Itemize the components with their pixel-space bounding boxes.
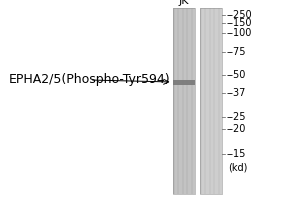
Text: JK: JK bbox=[178, 0, 189, 6]
Text: --50: --50 bbox=[226, 70, 246, 80]
Bar bbox=[177, 8, 179, 194]
Text: --150: --150 bbox=[226, 18, 252, 28]
Bar bbox=[184, 8, 186, 194]
Bar bbox=[190, 8, 193, 194]
Bar bbox=[182, 8, 184, 194]
Bar bbox=[213, 8, 215, 194]
Bar bbox=[206, 8, 208, 194]
Bar bbox=[220, 8, 222, 194]
Bar bbox=[172, 8, 195, 194]
Bar bbox=[200, 8, 202, 194]
Bar bbox=[204, 8, 206, 194]
Bar bbox=[172, 8, 195, 194]
Bar bbox=[215, 8, 217, 194]
Bar bbox=[211, 8, 213, 194]
Text: --250: --250 bbox=[226, 10, 252, 20]
Bar bbox=[186, 8, 188, 194]
Text: --25: --25 bbox=[226, 112, 246, 122]
Text: EPHA2/5(Phospho-Tyr594): EPHA2/5(Phospho-Tyr594) bbox=[9, 73, 171, 86]
Bar bbox=[188, 8, 190, 194]
Bar bbox=[175, 8, 177, 194]
Text: --37: --37 bbox=[226, 88, 246, 98]
Text: --20: --20 bbox=[226, 124, 246, 134]
Text: --15: --15 bbox=[226, 149, 246, 159]
Bar bbox=[200, 8, 222, 194]
Bar bbox=[218, 8, 220, 194]
Bar bbox=[172, 79, 195, 84]
Bar bbox=[200, 8, 222, 194]
Bar bbox=[193, 8, 195, 194]
Text: --100: --100 bbox=[226, 28, 252, 38]
Bar bbox=[208, 8, 211, 194]
Text: (kd): (kd) bbox=[229, 162, 248, 172]
Bar bbox=[179, 8, 182, 194]
Text: --75: --75 bbox=[226, 47, 246, 57]
Bar bbox=[172, 8, 175, 194]
Bar bbox=[202, 8, 204, 194]
